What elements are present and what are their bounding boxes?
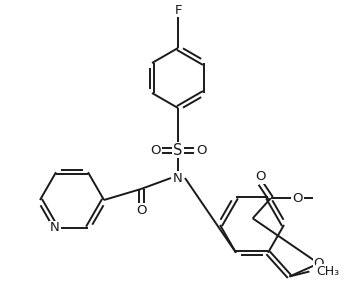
Text: F: F [174,4,182,16]
Text: N: N [173,171,183,185]
Text: S: S [173,143,183,158]
Text: N: N [50,221,60,234]
Text: CH₃: CH₃ [316,265,340,278]
Text: O: O [150,143,160,156]
Text: O: O [136,205,146,218]
Text: O: O [313,257,324,270]
Text: O: O [292,192,303,205]
Text: O: O [196,143,206,156]
Text: O: O [256,170,266,183]
